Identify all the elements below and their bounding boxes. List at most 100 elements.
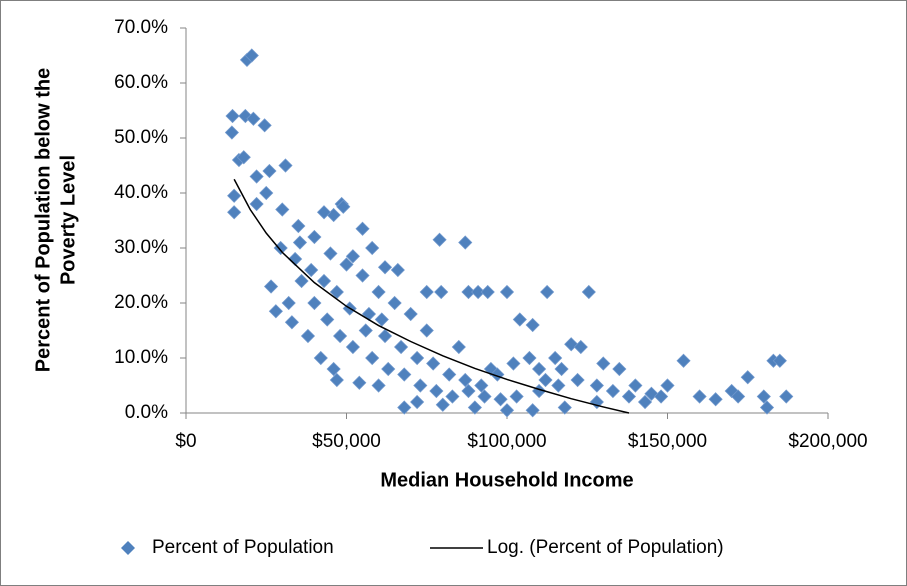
scatter-point [371,378,386,393]
scatter-point [509,389,524,404]
scatter-point [246,111,261,126]
scatter-point [612,361,627,377]
scatter-point [355,268,370,283]
scatter-point [756,389,771,404]
scatter-point [461,383,476,399]
scatter-point [581,284,596,300]
scatter-point [249,169,264,184]
scatter-point [371,284,386,300]
scatter-point [522,350,537,366]
scatter-point [339,257,354,272]
scatter-point [333,328,348,344]
scatter-point [419,284,434,300]
y-tick-label: 10.0% [114,347,168,368]
scatter-point [692,389,707,404]
scatter-point [313,350,328,366]
scatter-point [525,403,540,418]
scatter-point [458,372,473,388]
scatter-point [471,284,486,300]
scatter-point [316,205,332,220]
scatter-point [426,356,441,371]
scatter-point [307,295,322,311]
scatter-point [355,221,370,236]
y-tick-label: 60.0% [114,72,168,93]
scatter-point [621,389,637,404]
scatter-point [554,361,569,377]
scatter-point [316,273,332,289]
x-tick-label: $50,000 [312,431,381,452]
scatter-point [445,389,460,404]
scatter-point [432,232,447,247]
scatter-point [284,315,299,330]
scatter-point [345,339,360,355]
scatter-point [358,323,373,338]
scatter-point [493,392,508,407]
scatter-point [525,317,540,333]
legend-label: Log. (Percent of Population) [487,537,724,558]
scatter-point [263,279,279,294]
scatter-point [512,312,527,327]
scatter-point [532,361,547,377]
legend-marker [121,541,135,555]
y-tick-label: 0.0% [125,402,168,423]
scatter-point [365,240,380,256]
scatter-point [262,163,277,179]
scatter-point [345,249,360,264]
scatter-point [434,284,449,300]
scatter-point [467,400,482,415]
scatter-point [365,350,380,366]
scatter-point [458,235,473,250]
scatter-point [499,403,515,418]
y-tick-label: 50.0% [114,127,168,148]
scatter-point [410,350,425,366]
y-tick-label: 20.0% [114,292,168,313]
scatter-point [605,383,620,399]
scatter-point [294,273,309,289]
y-tick-label: 30.0% [114,237,168,258]
scatter-point [278,158,293,173]
scatter-point [397,367,412,382]
y-tick-label: 70.0% [114,17,168,38]
scatter-point [551,378,566,393]
scatter-point [474,378,489,393]
scatter-point [429,383,444,399]
scatter-point [410,394,425,410]
scatter-point [329,372,344,388]
scatter-point [326,361,341,377]
scatter-point [225,108,240,124]
scatter-point [779,389,794,404]
scatter-point [374,312,389,327]
y-tick-label: 40.0% [114,182,168,203]
scatter-point [352,375,367,390]
scatter-point [377,328,393,344]
scatter-point [227,188,242,203]
scatter-point [227,205,242,220]
scatter-point [660,378,675,393]
scatter-point [548,350,563,366]
scatter-point [224,125,239,140]
scatter-point [637,394,653,410]
scatter-point [451,339,466,355]
scatter-point [596,356,611,371]
scatter-point [480,284,495,300]
x-tick-label: $0 [175,431,196,452]
scatter-point [387,295,402,311]
legend-label: Percent of Population [152,537,334,558]
scatter-point [477,389,492,404]
scatter-point [336,199,351,214]
scatter-point [708,392,723,407]
scatter-point [589,394,604,410]
scatter-point [320,312,335,327]
scatter-point [740,370,755,385]
trend-line [233,178,630,414]
scatter-point [403,306,418,322]
scatter-point [381,361,396,377]
x-axis-title: Median Household Income [380,469,633,491]
scatter-point [257,118,272,133]
scatter-point [281,295,296,311]
scatter-point [275,202,290,217]
scatter-point [499,284,515,300]
scatter-point [538,372,553,388]
